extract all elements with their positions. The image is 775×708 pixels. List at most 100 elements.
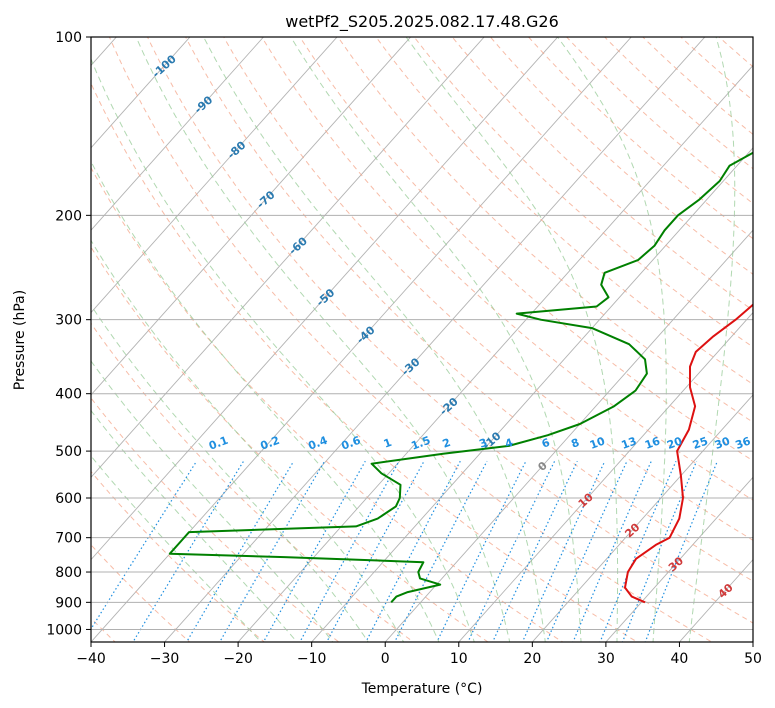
dry-adiabat-line [91, 166, 564, 642]
dry-adiabat-line [299, 37, 753, 462]
x-axis: −40 −30 −20 −10 0 10 20 30 40 50 [76, 642, 762, 667]
y-tick-label: 400 [55, 387, 82, 403]
dry-adiabat-line [223, 37, 753, 541]
moist-adiabat-line [91, 409, 298, 642]
temperature-profile-line [624, 303, 753, 604]
dry-adiabat-line [604, 37, 753, 170]
mixing-ratio-label: 20 [665, 434, 684, 452]
mixing-ratio-line [572, 460, 652, 642]
mixing-ratio-line [185, 460, 295, 642]
mixing-ratio-line [599, 460, 677, 642]
mixing-ratio-label: 0.1 [207, 434, 230, 453]
moist-adiabat-line [688, 37, 736, 642]
plot-frame [90, 36, 754, 643]
dry-adiabat-line [413, 37, 753, 348]
isotherm-line [163, 37, 706, 642]
mixing-ratio-line [299, 460, 400, 642]
y-tick-label: 100 [55, 30, 82, 46]
chart-title: wetPf2_S205.2025.082.17.48.G26 [285, 12, 559, 32]
y-tick-label: 800 [55, 565, 82, 581]
mixing-ratio-label: 1.5 [409, 434, 432, 453]
mixing-ratio-label: 0.4 [306, 434, 329, 453]
mixing-ratio-label: 4 [503, 436, 515, 451]
dry-adiabat-line [91, 397, 340, 642]
mixing-ratio-line [521, 460, 606, 642]
mixing-ratio-line [132, 460, 245, 642]
x-tick-label: 30 [597, 651, 615, 667]
dewpoint-profile-line [168, 151, 753, 603]
isotherm-line [531, 394, 753, 642]
x-axis-label: Temperature (°C) [361, 681, 483, 697]
x-tick-label: 10 [450, 651, 468, 667]
mixing-ratio-line [365, 460, 461, 642]
moist-adiabat-line [135, 37, 511, 642]
x-tick-label: −10 [297, 651, 327, 667]
x-tick-label: −40 [76, 651, 106, 667]
y-axis-label: Pressure (hPa) [12, 290, 28, 390]
mixing-ratio-label: 25 [691, 435, 710, 452]
moist-adiabat-line [203, 37, 546, 642]
isotherm-line [91, 37, 265, 231]
mixing-ratio-label: 13 [620, 435, 639, 452]
y-tick-label: 1000 [46, 622, 82, 638]
y-tick-label: 600 [55, 491, 82, 507]
moist-adiabat-line [91, 57, 475, 642]
isotherm-line [458, 311, 753, 642]
mixing-ratio-line [219, 460, 326, 642]
isotherm-line [91, 37, 412, 396]
isotherm-line [0, 10, 67, 654]
y-axis: 100 200 300 400 500 600 700 800 900 1000 [46, 30, 91, 638]
mixing-ratio-label: 10 [588, 434, 607, 452]
x-tick-label: 40 [671, 651, 689, 667]
x-tick-label: −30 [150, 651, 180, 667]
mixing-ratio-line [644, 460, 718, 642]
mixing-ratio-label: 6 [540, 436, 552, 451]
isotherm-line [91, 37, 559, 561]
moist-adiabat-line [556, 37, 667, 642]
dry-adiabat-line [91, 544, 191, 642]
moist-adiabat-line [91, 239, 405, 642]
moist-adiabat-line [405, 37, 619, 642]
isotherm-line [384, 229, 753, 642]
mixing-ratio-label: 1 [382, 436, 394, 451]
mixing-ratio-label: 16 [643, 434, 662, 452]
moist-adiabat-line [290, 37, 582, 642]
y-tick-label: 300 [55, 313, 82, 329]
mixing-ratio-label: 3 [478, 436, 490, 451]
mixing-ratio-line [545, 460, 628, 642]
y-tick-label: 900 [55, 595, 82, 611]
x-tick-label: 20 [523, 651, 541, 667]
mixing-ratio-label: 0.6 [340, 434, 363, 453]
profile-lines [168, 151, 753, 604]
dry-adiabat-line [261, 37, 753, 501]
dry-adiabat-line [185, 37, 753, 582]
isotherm-line [237, 64, 753, 642]
dry-adiabat-line [108, 37, 713, 642]
isotherm-line [91, 37, 191, 149]
dry-adiabat-line [91, 82, 639, 642]
isotherm-line [605, 476, 753, 642]
mixing-ratio-label: 36 [734, 434, 753, 452]
x-tick-label: −20 [223, 651, 253, 667]
x-tick-label: 50 [744, 651, 762, 667]
mixing-ratio-line [262, 460, 366, 642]
mixing-ratio-line [491, 460, 578, 642]
isotherm-line [91, 37, 338, 314]
mixing-ratio-line [326, 460, 425, 642]
mixing-ratio-label: 0.2 [259, 434, 282, 453]
y-tick-label: 200 [55, 208, 82, 224]
dry-adiabat-line [146, 37, 753, 624]
mixing-ratio-label: 30 [713, 434, 732, 452]
x-tick-label: 0 [381, 651, 390, 667]
dry-adiabat-line [527, 37, 753, 240]
dry-adiabat-line [489, 37, 753, 275]
mixing-ratio-line [394, 460, 488, 642]
dry-adiabat-line [91, 246, 489, 642]
mixing-ratio-label: 2 [441, 436, 453, 451]
moist-adiabat-line [91, 360, 334, 642]
mixing-ratio-label: 8 [569, 436, 581, 451]
isotherm-line [311, 147, 753, 642]
y-tick-label: 700 [55, 531, 82, 547]
dry-adiabat-line [375, 37, 753, 385]
